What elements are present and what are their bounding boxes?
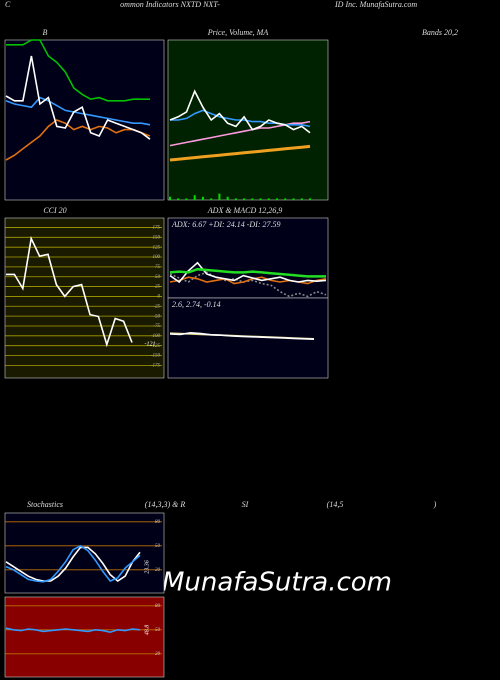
y-tick-label: 125 bbox=[153, 245, 161, 250]
series-line bbox=[6, 235, 133, 348]
chart-title: B bbox=[43, 28, 48, 37]
y-tick-label: 20 bbox=[155, 568, 161, 573]
y-tick-label: 25 bbox=[155, 285, 161, 290]
y-tick-label: 20 bbox=[155, 652, 161, 657]
y-tick-label: 50 bbox=[155, 628, 161, 633]
header-label: Stochastics bbox=[27, 500, 63, 509]
chart-title: Price, Volume, MA bbox=[207, 28, 269, 37]
chart-subtitle: 2.6, 2.74, -0.14 bbox=[172, 300, 221, 309]
y-tick-label: -50 bbox=[153, 314, 160, 319]
volume-bar bbox=[201, 196, 204, 200]
volume-bar bbox=[300, 198, 303, 200]
series-line bbox=[6, 39, 150, 102]
volume-bar bbox=[276, 198, 279, 200]
panel bbox=[167, 217, 329, 299]
volume-bar bbox=[292, 198, 295, 200]
volume-bar bbox=[218, 193, 221, 200]
header-label: (14,5 bbox=[327, 500, 344, 509]
y-tick-label: -150 bbox=[151, 354, 161, 359]
panel bbox=[4, 596, 165, 678]
series-line bbox=[169, 267, 326, 278]
y-tick-label: 150 bbox=[153, 235, 161, 240]
series-line bbox=[5, 119, 151, 161]
volume-bar bbox=[226, 196, 229, 200]
header-label: C bbox=[5, 0, 11, 9]
y-tick-label: 80 bbox=[155, 520, 161, 525]
watermark: MunafaSutra.com bbox=[162, 568, 392, 598]
y-tick-label: -25 bbox=[153, 304, 160, 309]
value-label: 48.8 bbox=[143, 625, 150, 636]
panel bbox=[4, 39, 165, 201]
value-label: 23.36 bbox=[144, 560, 150, 574]
volume-bar bbox=[185, 198, 188, 200]
header-label: ) bbox=[433, 500, 437, 509]
header-label: ommon Indicators NXTD NXT- bbox=[120, 0, 220, 9]
y-tick-label: -75 bbox=[153, 324, 160, 329]
y-tick-label: 0 bbox=[158, 295, 161, 300]
volume-bar bbox=[251, 198, 254, 200]
series-line bbox=[5, 96, 151, 126]
y-tick-label: 50 bbox=[155, 544, 161, 549]
chart-subtitle: ADX: 6.67 +DI: 24.14 -DI: 27.59 bbox=[171, 220, 281, 229]
header-label: (14,3,3) & R bbox=[145, 500, 186, 509]
volume-bar bbox=[243, 198, 246, 200]
header-label: SI bbox=[242, 500, 249, 509]
chart-title: ADX & MACD 12,26,9 bbox=[207, 206, 282, 215]
y-tick-label: -100 bbox=[151, 334, 161, 339]
y-tick-label: 75 bbox=[155, 265, 161, 270]
volume-bar bbox=[210, 198, 213, 200]
series-line bbox=[169, 89, 311, 134]
volume-bar bbox=[177, 198, 180, 200]
header-label: Bands 20,2 bbox=[422, 28, 458, 37]
series-line bbox=[169, 144, 311, 162]
volume-bar bbox=[309, 198, 311, 200]
volume-bar bbox=[169, 196, 171, 200]
value-label: -121 bbox=[145, 341, 156, 347]
volume-bar bbox=[284, 198, 287, 200]
y-tick-label: 80 bbox=[155, 604, 161, 609]
y-tick-label: 175 bbox=[153, 226, 161, 231]
volume-bar bbox=[259, 198, 262, 200]
y-tick-label: -125 bbox=[151, 344, 161, 349]
volume-bar bbox=[267, 198, 270, 200]
chart-title: CCI 20 bbox=[43, 206, 66, 215]
series-line bbox=[169, 261, 327, 284]
y-tick-label: -175 bbox=[151, 364, 161, 369]
series-line bbox=[5, 544, 141, 583]
y-tick-label: 50 bbox=[155, 275, 161, 280]
volume-bar bbox=[234, 198, 237, 200]
panel bbox=[4, 217, 165, 379]
series-line bbox=[5, 55, 151, 140]
y-tick-label: 100 bbox=[153, 255, 161, 260]
series-line bbox=[5, 627, 141, 634]
volume-bar bbox=[193, 195, 196, 200]
series-line bbox=[169, 331, 315, 340]
header-label: ID Inc. MunafaSutra.com bbox=[334, 0, 417, 9]
series-line bbox=[5, 546, 141, 582]
